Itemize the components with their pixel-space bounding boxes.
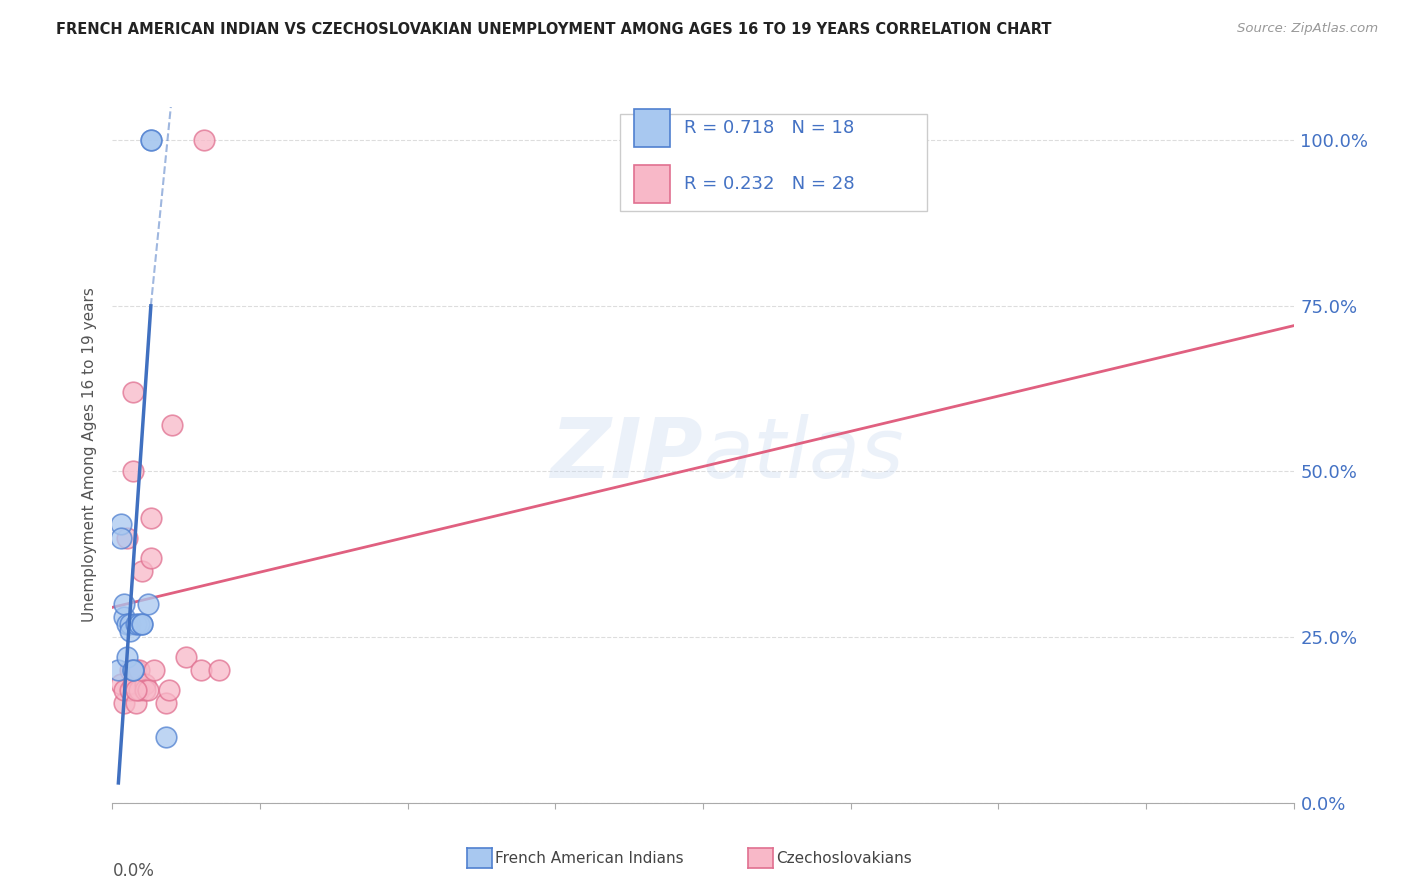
Point [120, 624, 142, 638]
Point [193, 133, 215, 147]
Point [136, 597, 159, 611]
Point [120, 683, 142, 698]
Point [155, 697, 177, 711]
Text: R = 0.718   N = 18: R = 0.718 N = 18 [685, 120, 855, 137]
Point [139, 133, 162, 147]
Point [117, 616, 138, 631]
Point [120, 616, 142, 631]
Point [122, 676, 145, 690]
Point [112, 683, 135, 698]
Text: FRENCH AMERICAN INDIAN VS CZECHOSLOVAKIAN UNEMPLOYMENT AMONG AGES 16 TO 19 YEARS: FRENCH AMERICAN INDIAN VS CZECHOSLOVAKIA… [56, 22, 1052, 37]
Point [208, 663, 231, 677]
Text: R = 0.232   N = 28: R = 0.232 N = 28 [685, 175, 855, 193]
Point [136, 683, 159, 698]
Text: 0.0%: 0.0% [112, 862, 155, 880]
Point [128, 663, 150, 677]
Text: ZIP: ZIP [550, 415, 703, 495]
Point [110, 517, 132, 532]
Point [112, 610, 135, 624]
Point [125, 697, 148, 711]
Point [160, 418, 183, 433]
Point [122, 663, 145, 677]
Point [157, 683, 180, 698]
Point [125, 616, 148, 631]
Point [122, 384, 145, 399]
Point [112, 697, 135, 711]
Point [120, 663, 142, 677]
Point [131, 564, 153, 578]
Point [122, 465, 145, 479]
Point [190, 663, 212, 677]
Point [110, 531, 132, 545]
Point [110, 676, 132, 690]
Point [117, 531, 138, 545]
Text: atlas: atlas [703, 415, 904, 495]
Point [134, 676, 156, 690]
Point [112, 597, 135, 611]
Bar [620, 114, 928, 211]
Point [128, 616, 150, 631]
Point [139, 550, 162, 565]
Bar [634, 109, 669, 147]
Point [131, 616, 153, 631]
Point [131, 616, 153, 631]
Point [117, 650, 138, 665]
Y-axis label: Unemployment Among Ages 16 to 19 years: Unemployment Among Ages 16 to 19 years [82, 287, 97, 623]
Point [174, 650, 197, 665]
Point [122, 663, 145, 677]
Text: Czechoslovakians: Czechoslovakians [776, 851, 912, 865]
Point [125, 663, 148, 677]
Point [142, 663, 165, 677]
Point [139, 511, 162, 525]
Point [134, 683, 156, 698]
Point [107, 663, 129, 677]
Text: Source: ZipAtlas.com: Source: ZipAtlas.com [1237, 22, 1378, 36]
Point [139, 133, 162, 147]
Point [125, 683, 148, 698]
Point [155, 730, 177, 744]
Text: French American Indians: French American Indians [495, 851, 683, 865]
Bar [634, 165, 669, 203]
Point [128, 683, 150, 698]
